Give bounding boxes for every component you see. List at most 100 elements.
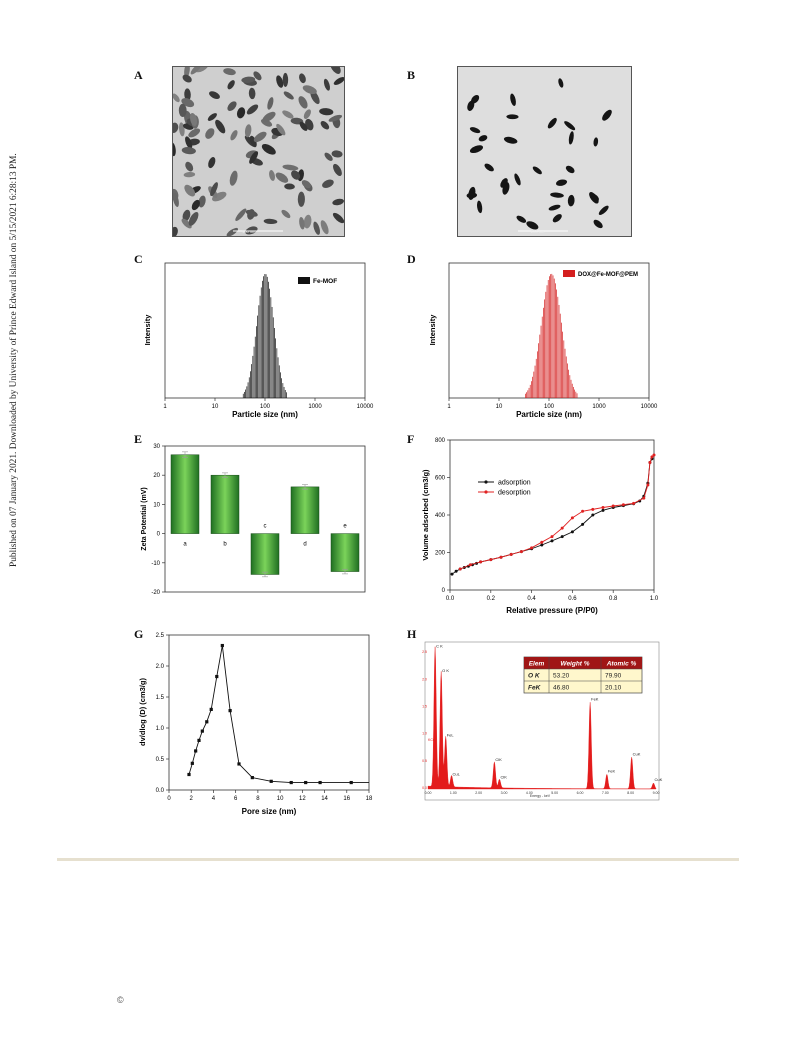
- tem-particle: [276, 123, 286, 136]
- histogram-bar: [555, 283, 556, 398]
- histogram-bar: [539, 334, 541, 398]
- ylabel-f: Volume adsorbed (cm3/g): [421, 469, 430, 561]
- peak-label: FeK: [591, 697, 599, 702]
- data-point: [215, 674, 219, 679]
- legend-swatch-c: [298, 277, 310, 284]
- data-point-adsorption: [550, 539, 554, 543]
- histogram-bar: [528, 387, 530, 398]
- data-point-desorption: [550, 535, 554, 539]
- peak-label: ClK: [500, 774, 507, 779]
- y-tick-label: 0.0: [156, 788, 165, 794]
- histogram-bar: [561, 322, 562, 398]
- tem-particle: [598, 205, 609, 216]
- tem-particle: [466, 192, 478, 199]
- tem-particle: [244, 124, 252, 138]
- panel-label-h: H: [407, 627, 417, 641]
- ylabel-e: Zeta Potential (mV): [141, 487, 148, 550]
- tem-particle: [532, 166, 542, 175]
- histogram-bar: [557, 296, 559, 398]
- panel-label-f: F: [407, 432, 415, 446]
- histogram-bar: [248, 377, 250, 398]
- x-tick-label: 12: [299, 796, 306, 802]
- histogram-bar: [571, 383, 573, 398]
- histogram-bar: [576, 393, 578, 398]
- histogram-bar: [529, 384, 531, 398]
- tem-particle: [181, 218, 192, 229]
- histogram-bar: [271, 306, 273, 398]
- tem-particle: [320, 220, 329, 235]
- tem-particle: [183, 172, 196, 178]
- histogram-bar: [252, 355, 254, 398]
- histogram-bar: [268, 281, 269, 398]
- xlabel-h: Energy - keV: [530, 794, 551, 798]
- x-tick-label: 10: [212, 404, 219, 410]
- data-point: [197, 738, 201, 742]
- data-point-adsorption: [560, 535, 564, 539]
- tem-particle: [282, 164, 299, 171]
- tem-particle: [262, 111, 276, 123]
- tem-particle: [276, 75, 284, 88]
- table-cell: FeK: [528, 685, 542, 692]
- x-tick-label: 1000: [592, 404, 606, 410]
- data-point-adsorption: [570, 530, 574, 534]
- data-point-desorption: [650, 455, 654, 459]
- x-tick-label: 0.00: [425, 791, 432, 795]
- panel-label-b: B: [407, 68, 416, 82]
- tem-particle: [484, 163, 494, 172]
- y-tick-label: 2.0: [156, 664, 165, 670]
- tem-particle: [322, 179, 334, 188]
- footer-rule: [57, 858, 739, 861]
- histogram-bar: [275, 338, 276, 398]
- tem-particle: [526, 221, 539, 230]
- x-tick-label: 3.00: [501, 791, 508, 795]
- histogram-bar: [283, 386, 285, 398]
- histogram-bar: [563, 340, 565, 398]
- peak-label: FeK: [608, 769, 616, 774]
- tem-particle: [207, 113, 217, 121]
- panel-label-e: E: [134, 432, 143, 446]
- histogram-bar: [534, 365, 536, 398]
- histogram-bar: [277, 357, 279, 398]
- table-cell: 46.80: [553, 685, 570, 692]
- panel-label-d: D: [407, 252, 416, 266]
- tem-particle: [514, 173, 521, 186]
- tem-particle: [210, 182, 218, 197]
- data-point: [250, 776, 254, 780]
- histogram-bar: [570, 379, 572, 398]
- x-tick-label: 6.00: [577, 791, 584, 795]
- histogram-bar: [259, 295, 261, 398]
- data-point-desorption: [642, 496, 646, 500]
- xlabel-d: Particle size (nm): [516, 410, 582, 419]
- y-tick-label: 1.0: [156, 726, 165, 732]
- tem-particle: [190, 67, 202, 75]
- table-header-bg: [524, 657, 642, 669]
- x-tick-label: 9.00: [653, 791, 660, 795]
- peak-label: ClK: [495, 757, 502, 762]
- peak-label: CuK: [654, 777, 662, 782]
- histogram-bar: [262, 280, 263, 398]
- histogram-bar: [558, 304, 560, 398]
- y-tick-label: 200: [435, 551, 446, 557]
- histogram-bar: [280, 372, 281, 398]
- histogram-bar: [258, 305, 260, 398]
- ylabel-g: dv/dlog (D) (cm3/g): [138, 678, 147, 746]
- histogram-bar: [265, 274, 267, 398]
- peak-label: C K: [436, 643, 443, 648]
- data-point: [190, 761, 194, 765]
- tem-particle: [303, 214, 312, 229]
- histogram-bar: [562, 331, 563, 398]
- bar-letter: d: [303, 542, 306, 548]
- y-tick-label: -10: [151, 561, 160, 567]
- tem-particle: [330, 67, 341, 74]
- y-tick-label: 800: [435, 438, 446, 444]
- tem-particle: [253, 131, 267, 143]
- histogram-bar: [552, 275, 554, 398]
- x-tick-label: 10: [496, 404, 503, 410]
- tem-particle: [547, 117, 557, 129]
- tem-particle: [506, 114, 519, 120]
- histogram-bar: [282, 383, 284, 398]
- table-header: Weight %: [560, 661, 589, 668]
- ylabel-c: Intensity: [143, 314, 152, 346]
- x-tick-label: 1000: [308, 404, 322, 410]
